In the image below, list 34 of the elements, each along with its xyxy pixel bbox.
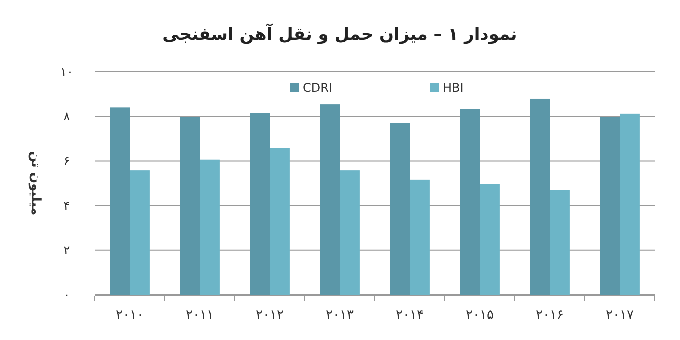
y-tick-label: ۱۰ (60, 65, 74, 79)
y-tick-label: ۶ (64, 154, 70, 168)
x-tick-label: ۲۰۱۳ (326, 308, 354, 323)
bar (410, 180, 430, 295)
bar (320, 104, 340, 295)
bar (340, 170, 360, 295)
legend-label: HBI (443, 81, 464, 95)
y-tick-label: ۲ (64, 243, 70, 258)
bar (110, 108, 130, 295)
bar (480, 184, 500, 295)
bar (530, 98, 550, 295)
bar (600, 117, 620, 295)
bar (620, 114, 640, 295)
x-tick-label: ۲۰۱۷ (606, 308, 634, 323)
bar (200, 160, 220, 295)
bar (390, 123, 410, 295)
legend-label: CDRI (303, 81, 332, 95)
x-tick-label: ۲۰۱۲ (256, 308, 284, 323)
y-tick-label: ۸ (64, 110, 71, 124)
x-tick-label: ۲۰۱۶ (536, 308, 564, 323)
bar (550, 190, 570, 295)
bar (250, 113, 270, 295)
bar (270, 148, 290, 295)
x-tick-label: ۲۰۱۱ (186, 308, 214, 323)
chart-title: نمودار ۱ – میزان حمل و نقل آهن اسفنجی (162, 23, 518, 45)
y-tick-label: ۴ (64, 198, 70, 213)
bar (460, 109, 480, 295)
y-axis-title: میلیون تن (28, 151, 43, 216)
x-tick-label: ۲۰۱۴ (396, 308, 424, 323)
x-tick-label: ۲۰۱۵ (466, 308, 494, 323)
x-tick-label: ۲۰۱۰ (116, 308, 144, 323)
bar (180, 117, 200, 295)
y-tick-label: ۰ (64, 288, 70, 302)
bar (130, 170, 150, 295)
